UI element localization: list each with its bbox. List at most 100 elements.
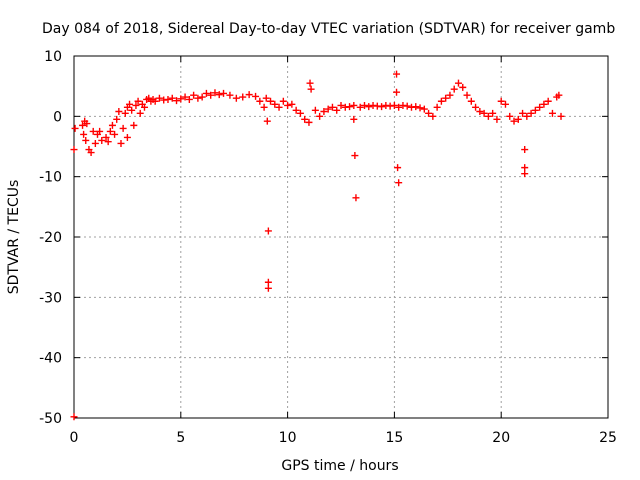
data-point	[111, 130, 119, 138]
data-point	[91, 139, 99, 147]
data-point	[252, 92, 260, 100]
data-point	[305, 118, 313, 126]
data-point	[352, 194, 360, 202]
data-point	[121, 109, 129, 117]
x-tick-label: 5	[176, 430, 185, 446]
data-point	[472, 103, 480, 111]
data-point	[437, 97, 445, 105]
data-point	[420, 105, 428, 113]
data-point	[215, 91, 223, 99]
data-point	[220, 89, 228, 97]
data-point	[442, 94, 450, 102]
data-point	[307, 85, 315, 93]
data-point	[194, 94, 202, 102]
data-point	[136, 109, 144, 117]
data-point	[79, 121, 87, 129]
data-point	[356, 103, 364, 111]
data-point	[403, 102, 411, 110]
y-tick-label: 10	[44, 49, 62, 65]
data-point	[83, 120, 91, 128]
data-point	[82, 136, 90, 144]
data-point	[260, 103, 268, 111]
data-point	[350, 101, 358, 109]
data-point	[190, 91, 198, 99]
data-points	[70, 70, 565, 421]
data-point	[378, 103, 386, 111]
data-point	[531, 106, 539, 114]
data-point	[463, 91, 471, 99]
data-point	[433, 103, 441, 111]
data-point	[71, 124, 79, 132]
data-point	[106, 127, 114, 135]
data-point	[115, 108, 123, 116]
data-point	[523, 112, 531, 120]
data-point	[333, 106, 341, 114]
data-point	[450, 85, 458, 93]
data-point	[395, 179, 403, 187]
data-point	[123, 133, 131, 141]
data-point	[126, 100, 134, 108]
data-point	[514, 115, 522, 123]
data-point	[117, 139, 125, 147]
data-point	[130, 121, 138, 129]
data-point	[279, 97, 287, 105]
data-point	[521, 164, 529, 172]
data-point	[256, 97, 264, 105]
data-point	[80, 130, 88, 138]
data-point	[480, 109, 488, 117]
data-point	[311, 106, 319, 114]
data-point	[177, 95, 185, 103]
data-point	[263, 117, 271, 125]
data-point	[476, 108, 484, 116]
data-point	[155, 94, 163, 102]
data-point	[493, 115, 501, 123]
x-tick-label: 25	[599, 430, 617, 446]
data-point	[324, 105, 332, 113]
data-point	[510, 117, 518, 125]
data-point	[264, 284, 272, 292]
data-point	[140, 103, 148, 111]
data-point	[521, 170, 529, 178]
x-tick-label: 15	[385, 430, 403, 446]
data-point	[328, 103, 336, 111]
x-tick-label: 10	[279, 430, 297, 446]
data-point	[416, 104, 424, 112]
data-point	[134, 97, 142, 105]
data-point	[198, 93, 206, 101]
y-tick-label: -20	[39, 230, 62, 246]
data-point	[360, 101, 368, 109]
data-point	[226, 91, 234, 99]
data-point	[320, 108, 328, 116]
data-point	[557, 112, 565, 120]
data-point	[393, 88, 401, 96]
data-point	[316, 112, 324, 120]
data-point	[501, 100, 509, 108]
data-point	[173, 97, 181, 105]
data-point	[262, 94, 270, 102]
data-point	[207, 91, 215, 99]
data-point	[350, 115, 358, 123]
data-point	[151, 97, 159, 105]
data-point	[394, 164, 402, 172]
data-point	[506, 112, 514, 120]
data-point	[245, 91, 253, 99]
data-point	[412, 103, 420, 111]
data-point	[365, 103, 373, 111]
data-point	[264, 227, 272, 235]
x-axis-label: GPS time / hours	[281, 458, 398, 474]
data-point	[544, 97, 552, 105]
data-point	[395, 103, 403, 111]
data-point	[202, 89, 210, 97]
data-point	[87, 149, 95, 157]
data-point	[239, 93, 247, 101]
x-tick-label: 20	[492, 430, 510, 446]
data-point	[446, 91, 454, 99]
data-point	[337, 101, 345, 109]
data-point	[454, 79, 462, 87]
data-point	[119, 124, 127, 132]
data-point	[536, 103, 544, 111]
data-point	[264, 278, 272, 286]
data-point	[104, 138, 112, 146]
y-tick-label: -30	[39, 290, 62, 306]
